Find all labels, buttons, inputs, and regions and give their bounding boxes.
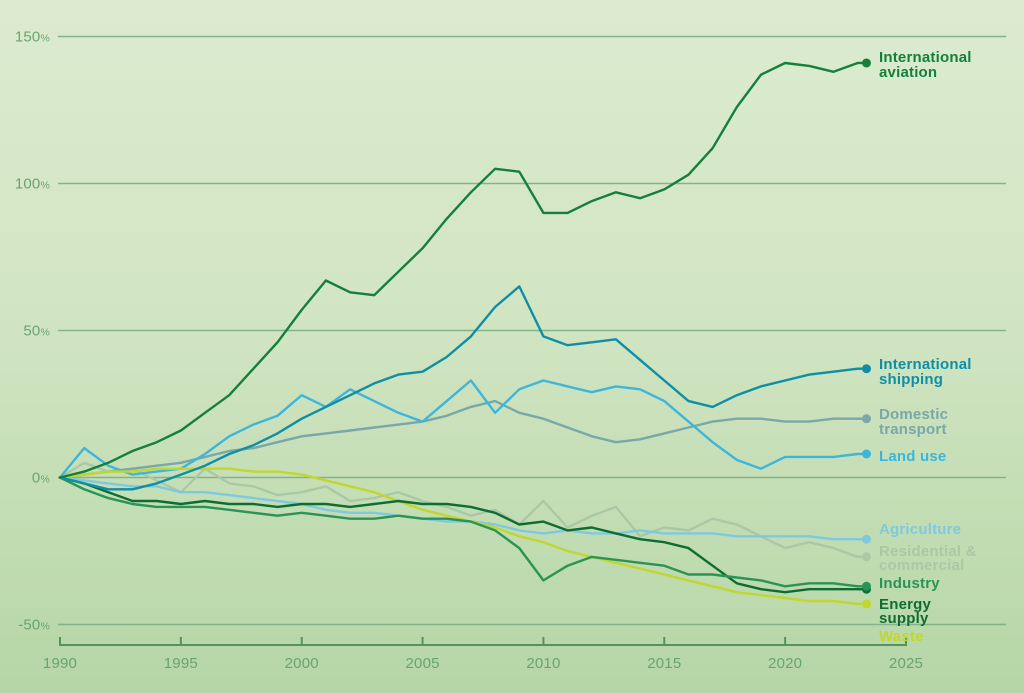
series-label-waste: Waste — [879, 628, 924, 645]
series-label-international-shipping: International — [879, 356, 972, 373]
y-tick-label-50: 50% — [23, 323, 50, 340]
series-line-international-shipping — [58, 285, 859, 491]
series-endpoint-dot-international-shipping — [862, 364, 871, 374]
series-label-residential-commercial: Residential & — [879, 543, 977, 560]
y-tick-label-150: 150% — [15, 29, 50, 46]
y-tick-label--50: -50% — [18, 617, 50, 634]
series-endpoint-dot-agriculture — [862, 534, 871, 544]
series-label-agriculture: Agriculture — [879, 521, 961, 538]
series-endpoint-dot-domestic-transport — [862, 414, 871, 424]
series-label-energy-supply: Energy — [879, 596, 932, 613]
x-tick-label-2010: 2010 — [526, 655, 560, 672]
series-label-energy-supply: supply — [879, 610, 929, 627]
series-label-domestic-transport: Domestic — [879, 406, 948, 423]
series-label-residential-commercial: commercial — [879, 557, 964, 574]
series-label-international-shipping: shipping — [879, 371, 943, 388]
series-label-industry: Industry — [879, 575, 940, 592]
series-endpoint-dot-land-use — [862, 449, 871, 459]
x-tick-label-1995: 1995 — [164, 655, 198, 672]
series-line-agriculture — [58, 476, 859, 541]
x-tick-label-2020: 2020 — [768, 655, 802, 672]
y-tick-label-0: 0% — [32, 470, 50, 487]
series-line-waste — [58, 467, 859, 606]
series-endpoint-dot-waste — [862, 599, 871, 609]
series-line-residential-commercial — [58, 461, 859, 559]
x-tick-label-1990: 1990 — [43, 655, 77, 672]
y-tick-label-100: 100% — [15, 176, 50, 193]
x-tick-label-2005: 2005 — [405, 655, 439, 672]
series-line-land-use — [58, 379, 859, 479]
series-endpoint-dot-industry — [862, 581, 871, 591]
series-label-land-use: Land use — [879, 448, 946, 465]
series-label-international-aviation: International — [879, 49, 972, 66]
series-label-international-aviation: aviation — [879, 64, 937, 81]
x-tick-label-2015: 2015 — [647, 655, 681, 672]
x-tick-label-2000: 2000 — [285, 655, 319, 672]
series-endpoint-dot-residential-commercial — [862, 552, 871, 562]
series-line-international-aviation — [58, 61, 859, 479]
series-line-domestic-transport — [58, 399, 859, 479]
series-line-industry — [58, 476, 859, 588]
series-label-domestic-transport: transport — [879, 421, 947, 438]
series-endpoint-dot-international-aviation — [862, 58, 871, 68]
series-line-energy-supply — [58, 476, 859, 594]
x-tick-label-2025: 2025 — [889, 655, 923, 672]
